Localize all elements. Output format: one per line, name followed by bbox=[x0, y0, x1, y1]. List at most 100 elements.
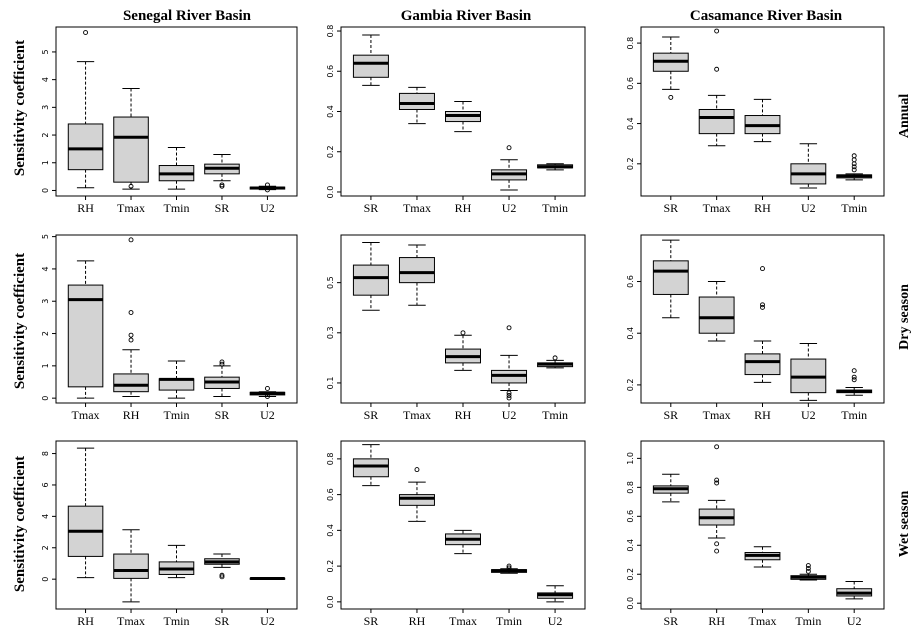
outlier-point bbox=[264, 394, 270, 399]
box-Tmin: Tmin bbox=[537, 163, 574, 215]
outlier-point bbox=[851, 153, 857, 159]
x-tick-label: SR bbox=[663, 201, 678, 215]
x-tick-label: RH bbox=[77, 614, 94, 627]
box-SR: SR bbox=[204, 553, 240, 627]
outlier-point bbox=[506, 565, 512, 571]
box-iqr bbox=[398, 257, 435, 284]
outlier-point bbox=[128, 183, 134, 189]
panel: 0.0 0.2 0.4 0.6 0.8 1.0 SR RH Tmax Tmin U2 bbox=[626, 440, 885, 627]
x-tick-label: U2 bbox=[260, 408, 275, 422]
y-tick-label: 5 bbox=[41, 234, 50, 239]
y-tick-label: 0.3 bbox=[326, 326, 335, 339]
outlier-point bbox=[851, 164, 857, 170]
y-tick-label: 0.6 bbox=[626, 510, 635, 523]
y-tick-label: 0.6 bbox=[626, 77, 635, 90]
outlier-point bbox=[506, 325, 512, 331]
x-tick-label: SR bbox=[663, 614, 678, 627]
outlier-point bbox=[264, 187, 270, 193]
y-axis-label-row-2: Sensitivity coefficient bbox=[12, 253, 28, 389]
box-iqr bbox=[113, 373, 149, 393]
box-Tmax: Tmax bbox=[113, 88, 149, 215]
x-tick-label: U2 bbox=[260, 614, 275, 627]
y-tick-label: 6 bbox=[41, 482, 50, 487]
box-SR: SR bbox=[652, 36, 689, 215]
y-tick-label: 0 bbox=[41, 188, 50, 193]
x-tick-label: U2 bbox=[502, 201, 517, 215]
x-tick-label: Tmin bbox=[841, 201, 867, 215]
outlier-point bbox=[128, 337, 134, 343]
box-iqr bbox=[67, 284, 104, 388]
box-RH: RH bbox=[698, 444, 735, 627]
y-tick-label: 3 bbox=[41, 299, 50, 304]
outlier-point bbox=[760, 302, 765, 308]
y-tick-label: 8 bbox=[41, 451, 50, 456]
box-RH: RH bbox=[445, 330, 481, 422]
box-iqr bbox=[352, 264, 389, 296]
plot-frame bbox=[640, 440, 885, 610]
box-Tmin: Tmin bbox=[158, 147, 195, 215]
y-tick-label: 0.2 bbox=[326, 145, 335, 158]
y-tick-label: 4 bbox=[41, 514, 50, 519]
x-tick-label: SR bbox=[364, 408, 379, 422]
box-U2: U2 bbox=[537, 585, 574, 627]
box-U2: U2 bbox=[836, 580, 873, 627]
outlier-point bbox=[83, 30, 89, 35]
outlier-point bbox=[506, 393, 512, 398]
box-iqr bbox=[67, 123, 104, 171]
outlier-point bbox=[219, 359, 225, 365]
plot-frame bbox=[340, 234, 586, 404]
row-label-wet-season: Wet season bbox=[897, 491, 912, 558]
y-tick-label: 0.8 bbox=[326, 453, 335, 466]
outlier-point bbox=[760, 304, 765, 310]
box-SR: SR bbox=[204, 359, 240, 422]
y-tick-label: 5 bbox=[41, 49, 50, 54]
y-tick-label: 0 bbox=[41, 396, 50, 401]
y-tick-label: 0.2 bbox=[326, 560, 335, 573]
y-tick-label: 0.4 bbox=[326, 105, 335, 118]
y-tick-label: 0.2 bbox=[626, 157, 635, 170]
x-tick-label: RH bbox=[455, 201, 472, 215]
outlier-point bbox=[506, 563, 512, 569]
box-Tmax: Tmax bbox=[698, 28, 735, 215]
y-tick-label: 0.0 bbox=[326, 186, 335, 199]
x-tick-label: Tmin bbox=[496, 614, 522, 627]
panel: 0.2 0.4 0.6 SR Tmax RH U2 Tmin bbox=[626, 234, 885, 422]
x-tick-label: Tmax bbox=[403, 408, 431, 422]
column-title-senegal: Senegal River Basin bbox=[123, 8, 252, 24]
box-iqr bbox=[698, 108, 735, 135]
outlier-point bbox=[714, 28, 720, 34]
box-iqr bbox=[698, 296, 735, 334]
x-tick-label: SR bbox=[215, 201, 230, 215]
outlier-point bbox=[714, 66, 720, 72]
x-tick-label: U2 bbox=[801, 201, 816, 215]
y-tick-label: 2 bbox=[41, 545, 50, 550]
box-iqr bbox=[352, 54, 389, 78]
box-U2: U2 bbox=[790, 143, 827, 215]
outlier-point bbox=[219, 574, 225, 580]
outlier-point bbox=[506, 390, 512, 396]
outlier-point bbox=[714, 477, 720, 483]
box-Tmax: Tmax bbox=[445, 529, 481, 627]
y-tick-label: 0.8 bbox=[626, 481, 635, 494]
outlier-point bbox=[851, 374, 857, 380]
column-title-gambia: Gambia River Basin bbox=[401, 8, 532, 24]
box-Tmax: Tmax bbox=[113, 529, 149, 627]
outlier-point bbox=[668, 94, 674, 100]
y-tick-label: 2 bbox=[41, 331, 50, 336]
outlier-point bbox=[506, 145, 512, 151]
outlier-point bbox=[264, 386, 270, 391]
outlier-point bbox=[506, 395, 512, 401]
box-RH: RH bbox=[445, 100, 481, 215]
x-tick-label: RH bbox=[754, 201, 771, 215]
box-U2: U2 bbox=[491, 145, 528, 215]
panels: 0 1 2 3 4 5 RH Tmax Tmin SR U2 0.0 0.2 0.4 0.6 0.8 SR Tma… bbox=[41, 25, 885, 627]
outlier-point bbox=[851, 157, 857, 163]
box-Tmin: Tmin bbox=[836, 153, 873, 215]
y-tick-label: 3 bbox=[41, 105, 50, 110]
x-tick-label: U2 bbox=[260, 201, 275, 215]
outlier-point bbox=[552, 355, 558, 361]
outlier-point bbox=[714, 548, 720, 554]
y-tick-label: 2 bbox=[41, 133, 50, 138]
box-iqr bbox=[113, 553, 149, 579]
outlier-point bbox=[805, 568, 811, 574]
